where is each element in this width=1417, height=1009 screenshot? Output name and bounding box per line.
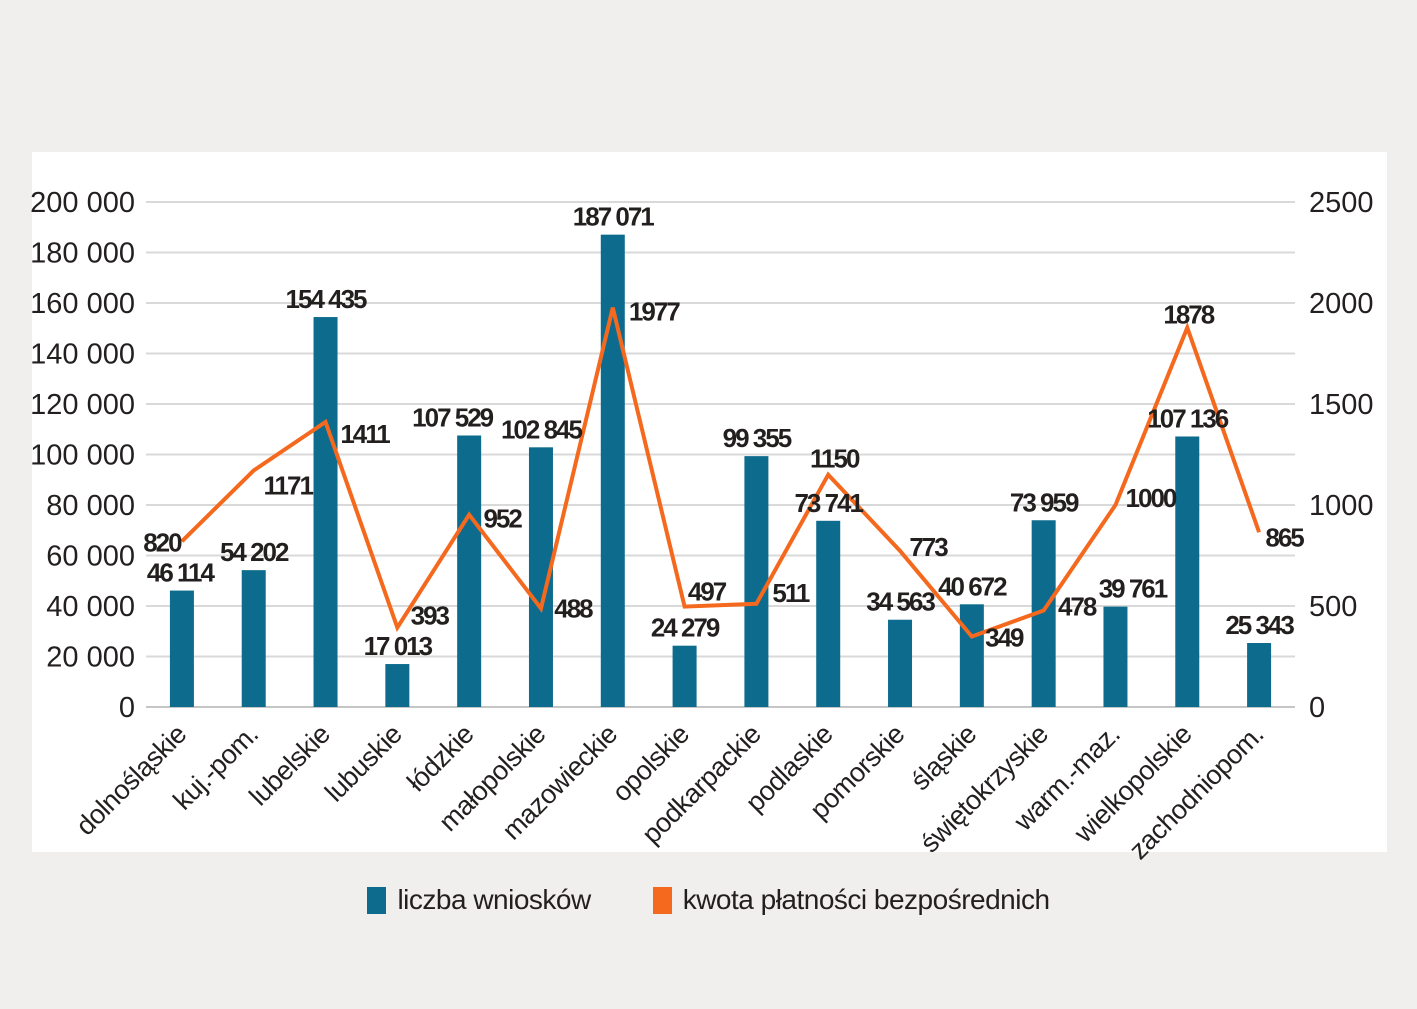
y-axis-tick-right: 1000 bbox=[1309, 490, 1374, 522]
line-value-label: 511 bbox=[772, 578, 809, 608]
bar-value-label: 40 672 bbox=[938, 571, 1007, 601]
bar-łódzkie bbox=[457, 435, 482, 707]
line-value-label: 1150 bbox=[810, 444, 860, 474]
line-series-swatch-icon bbox=[652, 886, 672, 914]
bar-value-label: 73 959 bbox=[1010, 487, 1079, 517]
legend-label-payments: kwota płatności bezpośrednich bbox=[682, 884, 1050, 915]
y-axis-tick-left: 60 000 bbox=[46, 541, 135, 573]
y-axis-tick-right: 2500 bbox=[1309, 187, 1374, 219]
bar-value-label: 54 202 bbox=[220, 537, 289, 567]
bar-mazowieckie bbox=[600, 234, 625, 707]
payments-line bbox=[180, 307, 1261, 639]
line-value-label: 820 bbox=[143, 527, 182, 557]
bar-value-label: 107 136 bbox=[1147, 403, 1229, 433]
y-axis-tick-left: 180 000 bbox=[30, 238, 135, 270]
bar-warm.-maz. bbox=[1103, 606, 1128, 707]
line-value-label: 497 bbox=[688, 577, 727, 607]
line-value-label: 349 bbox=[985, 623, 1024, 653]
line-value-label: 865 bbox=[1265, 522, 1304, 552]
line-value-label: 478 bbox=[1058, 591, 1097, 621]
y-axis-tick-right: 500 bbox=[1309, 591, 1357, 623]
bar-pomorskie bbox=[888, 619, 913, 707]
bar-lubelskie bbox=[313, 317, 338, 707]
bar-value-label: 107 529 bbox=[412, 402, 494, 432]
bar-value-label: 46 114 bbox=[147, 558, 216, 588]
legend-item-payments: kwota płatności bezpośrednich bbox=[652, 884, 1050, 916]
legend-label-applications: liczba wniosków bbox=[397, 884, 591, 915]
y-axis-tick-right: 2000 bbox=[1309, 288, 1374, 320]
y-axis-tick-left: 140 000 bbox=[30, 339, 135, 371]
chart-panel bbox=[32, 152, 1387, 852]
y-axis-tick-right: 0 bbox=[1309, 692, 1325, 724]
bar-value-label: 154 435 bbox=[286, 284, 368, 314]
bar-value-label: 25 343 bbox=[1225, 610, 1294, 640]
bar-value-label: 34 563 bbox=[866, 587, 935, 617]
bar-wielkopolskie bbox=[1175, 436, 1200, 707]
bar-series-swatch-icon bbox=[367, 886, 387, 914]
bar-value-label: 39 761 bbox=[1099, 574, 1168, 604]
y-axis-tick-left: 120 000 bbox=[30, 389, 135, 421]
bar-podkarpackie bbox=[744, 456, 769, 707]
legend-item-applications: liczba wniosków bbox=[367, 884, 591, 916]
bar-opolskie bbox=[672, 645, 697, 707]
line-value-label: 488 bbox=[554, 593, 593, 623]
line-value-label: 1000 bbox=[1126, 483, 1177, 513]
bar-value-label: 73 741 bbox=[794, 488, 863, 518]
line-value-label: 952 bbox=[483, 504, 522, 534]
line-value-label: 1977 bbox=[629, 297, 680, 327]
y-axis-tick-right: 1500 bbox=[1309, 389, 1374, 421]
y-axis-tick-left: 160 000 bbox=[30, 288, 135, 320]
y-axis-tick-left: 80 000 bbox=[46, 490, 135, 522]
line-value-label: 1411 bbox=[340, 419, 390, 449]
line-value-label: 773 bbox=[909, 532, 948, 562]
bar-kuj.-pom. bbox=[241, 570, 266, 707]
y-axis-tick-left: 200 000 bbox=[30, 187, 135, 219]
y-axis-tick-left: 40 000 bbox=[46, 591, 135, 623]
bar-śląskie bbox=[959, 604, 984, 707]
bar-value-label: 102 845 bbox=[501, 414, 583, 444]
bar-value-label: 17 013 bbox=[364, 631, 433, 661]
bar-zachodniopom. bbox=[1247, 643, 1272, 707]
y-axis-tick-left: 0 bbox=[119, 692, 135, 724]
bar-lubuskie bbox=[385, 664, 410, 707]
y-axis-tick-left: 20 000 bbox=[46, 642, 135, 674]
y-axis-tick-left: 100 000 bbox=[30, 440, 135, 472]
line-value-label: 393 bbox=[411, 601, 450, 631]
line-value-label: 1171 bbox=[264, 470, 314, 500]
bar-value-label: 187 071 bbox=[573, 202, 655, 232]
bar-value-label: 24 279 bbox=[651, 613, 720, 643]
bar-dolnośląskie bbox=[169, 590, 194, 707]
chart-legend: liczba wniosków kwota płatności bezpośre… bbox=[0, 884, 1417, 916]
bar-podlaskie bbox=[816, 520, 841, 707]
line-value-label: 1878 bbox=[1163, 300, 1214, 330]
bar-value-label: 99 355 bbox=[723, 423, 792, 453]
